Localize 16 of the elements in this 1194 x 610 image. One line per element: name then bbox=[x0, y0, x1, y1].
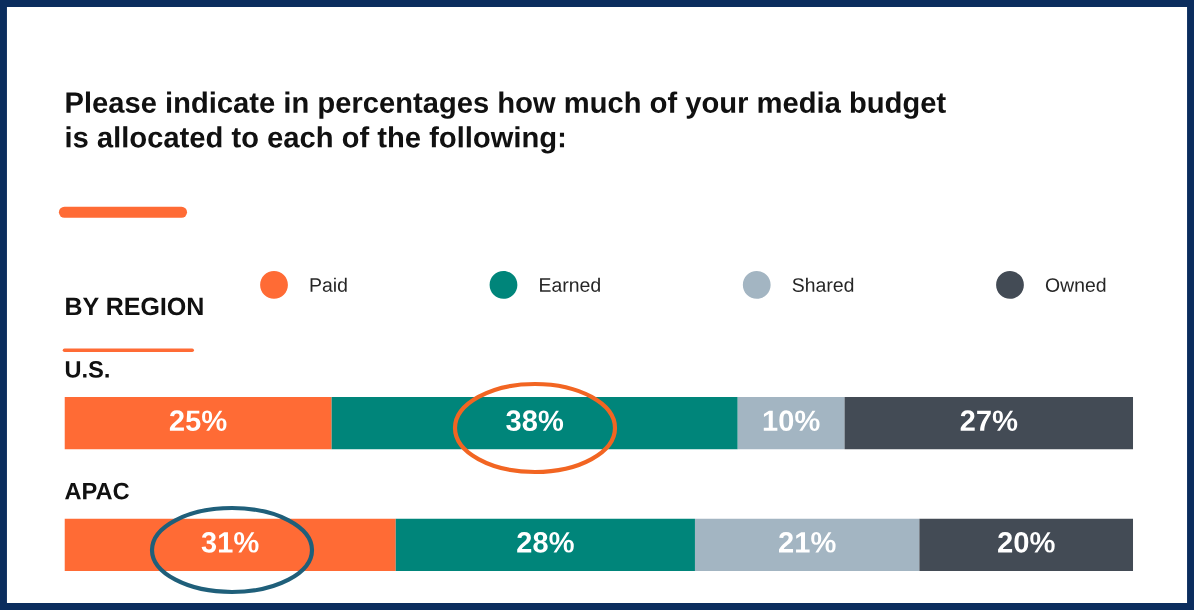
data-label: 10% bbox=[763, 410, 820, 431]
legend-label: Earned bbox=[540, 277, 600, 292]
legend-label: Paid bbox=[310, 277, 347, 292]
data-label: 25% bbox=[169, 410, 227, 431]
data-label: 21% bbox=[779, 532, 836, 553]
y-tick-label: U.S. bbox=[65, 361, 109, 378]
y-tick-label: APAC bbox=[65, 482, 129, 500]
data-label: 20% bbox=[998, 532, 1055, 553]
legend-label: Owned bbox=[1045, 277, 1106, 292]
data-label: 38% bbox=[506, 410, 564, 432]
legend-label: Shared bbox=[792, 277, 854, 292]
data-label: 28% bbox=[517, 532, 574, 553]
text: BY REGION bbox=[66, 297, 203, 316]
data-label: 27% bbox=[960, 410, 1018, 431]
chart-title: Please indicate in percentages how much of your media budget is allocated to each of the following: bbox=[66, 91, 946, 154]
data-label: 31% bbox=[201, 532, 259, 553]
